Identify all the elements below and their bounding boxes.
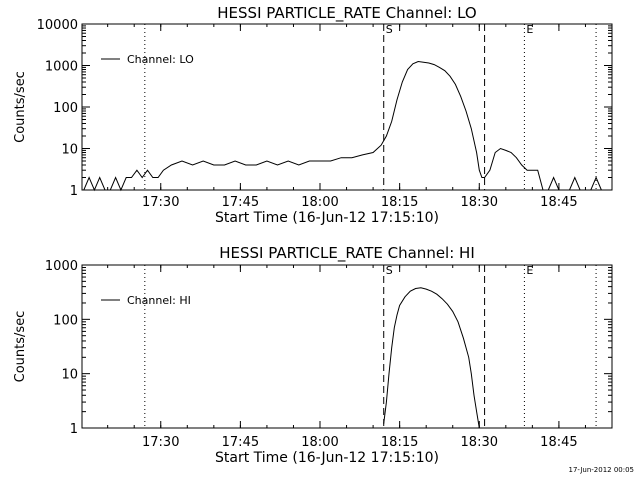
- chart-title: HESSI PARTICLE_RATE Channel: HI: [219, 244, 475, 263]
- chart-title: HESSI PARTICLE_RATE Channel: LO: [217, 4, 476, 23]
- y-tick-label: 1000: [45, 259, 78, 274]
- x-axis-label: Start Time (16-Jun-12 17:15:10): [215, 210, 439, 226]
- x-tick-label: 18:45: [540, 195, 577, 210]
- y-tick-label: 1000: [45, 60, 78, 75]
- y-tick-label: 1: [70, 184, 78, 199]
- y-axis-label: Counts/sec: [13, 71, 28, 143]
- x-tick-label: 17:30: [142, 195, 179, 210]
- x-tick-label: 18:30: [461, 195, 498, 210]
- x-tick-label: 18:00: [301, 435, 338, 450]
- y-tick-label: 10: [61, 368, 78, 383]
- x-tick-label: 18:45: [540, 435, 577, 450]
- y-tick-label: 1: [70, 422, 78, 437]
- y-tick-label: 10000: [37, 18, 78, 33]
- x-tick-label: 18:15: [381, 435, 418, 450]
- y-tick-label: 100: [53, 313, 78, 328]
- x-tick-label: 17:45: [222, 435, 259, 450]
- x-tick-label: 18:15: [381, 195, 418, 210]
- x-tick-label: 18:30: [461, 435, 498, 450]
- time-marker-label: E: [526, 264, 533, 277]
- x-tick-label: 17:30: [142, 435, 179, 450]
- x-tick-label: 18:00: [301, 195, 338, 210]
- legend-label: Channel: LO: [127, 53, 194, 66]
- x-tick-label: 17:45: [222, 195, 259, 210]
- y-axis-label: Counts/sec: [13, 311, 28, 383]
- time-marker-label: S: [386, 264, 393, 277]
- x-axis-label: Start Time (16-Jun-12 17:15:10): [215, 450, 439, 466]
- series-line: [83, 60, 602, 192]
- plot-frame: [81, 264, 613, 429]
- series-line: [383, 287, 480, 429]
- plot-frame: [81, 23, 613, 191]
- time-marker-label: E: [526, 23, 533, 36]
- footer-timestamp: 17-Jun-2012 00:05: [568, 466, 635, 474]
- legend-label: Channel: HI: [127, 294, 191, 307]
- y-tick-label: 100: [53, 101, 78, 116]
- y-tick-label: 10: [61, 143, 78, 158]
- time-marker-label: S: [386, 23, 393, 36]
